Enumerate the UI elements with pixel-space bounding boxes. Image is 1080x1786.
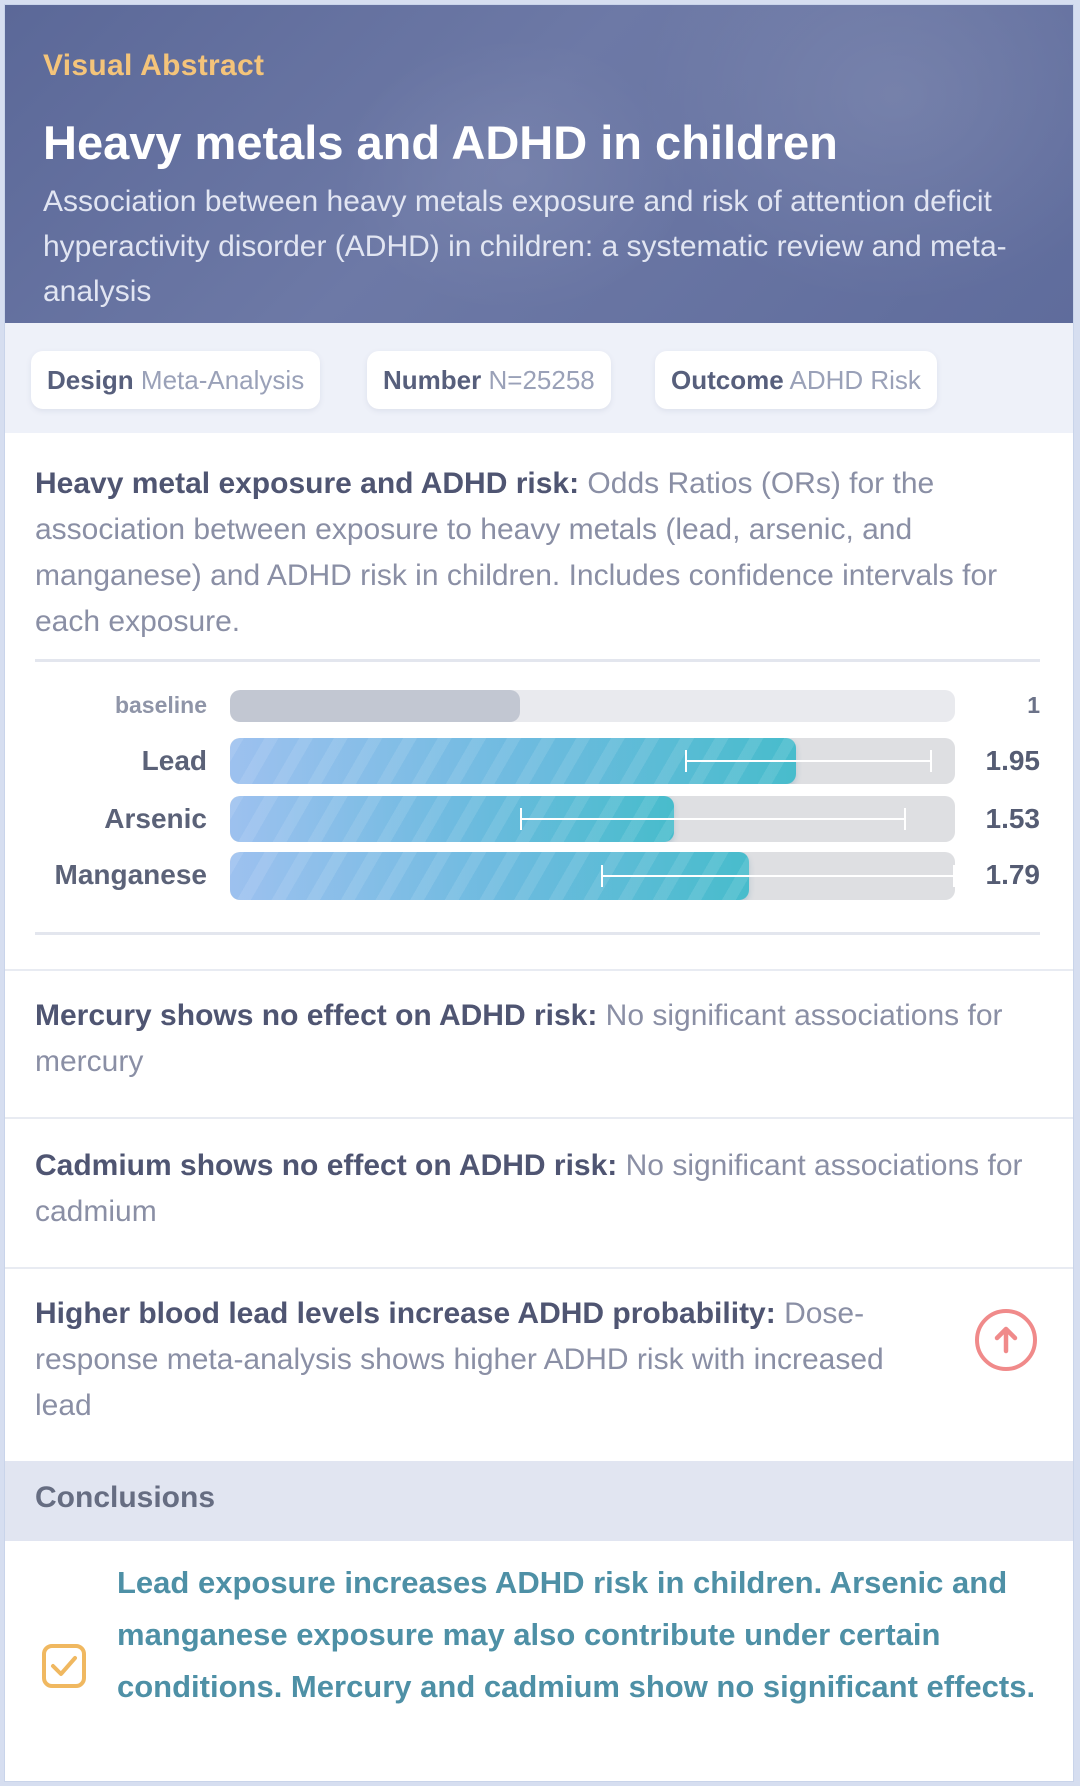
conclusions-body: Lead exposure increases ADHD risk in chi… (5, 1541, 1073, 1781)
finding-text: Mercury shows no effect on ADHD risk: No… (35, 993, 1035, 1085)
finding-body: Odds Ratios (ORs) for the association be… (35, 467, 998, 638)
conclusions-text: Lead exposure increases ADHD risk in chi… (117, 1565, 1036, 1704)
header: Visual Abstract Heavy metals and ADHD in… (5, 5, 1073, 323)
page-subtitle: Association between heavy metals exposur… (43, 185, 1007, 308)
finding-body: No significant associations for mercury (35, 999, 1003, 1078)
chart-row-baseline: baseline 1 (35, 688, 1040, 722)
kicker: Visual Abstract (43, 49, 265, 82)
chips-bar: Design Meta-Analysis Number N=25258 Outc… (5, 323, 1073, 433)
chart-row-lead: Lead 1.95 (35, 738, 1040, 784)
finding-mercury: Mercury shows no effect on ADHD risk: No… (5, 971, 1073, 1119)
visual-abstract-card: Visual Abstract Heavy metals and ADHD in… (4, 4, 1074, 1782)
ci-whisker (601, 852, 955, 900)
chip-value: N=25258 (488, 365, 595, 395)
bar-track (230, 852, 955, 900)
finding-text: Higher blood lead levels increase ADHD p… (35, 1291, 935, 1429)
checkbox-icon (41, 1643, 87, 1689)
arrow-up-circle-icon (975, 1309, 1037, 1371)
finding-heading: Cadmium shows no effect on ADHD risk: (35, 1149, 618, 1182)
tick-label: Lead (141, 745, 207, 776)
data-label: 1.95 (985, 745, 1041, 776)
chart-row-arsenic: Arsenic 1.53 (35, 796, 1040, 842)
tick-label: Arsenic (104, 803, 207, 834)
tick-label: baseline (114, 692, 207, 718)
chip-value: ADHD Risk (789, 365, 921, 395)
finding-blood-lead: Higher blood lead levels increase ADHD p… (5, 1269, 1073, 1461)
finding-heavy-metals: Heavy metal exposure and ADHD risk: Odds… (5, 433, 1073, 971)
ci-whisker (520, 796, 906, 842)
finding-text: Cadmium shows no effect on ADHD risk: No… (35, 1143, 1035, 1235)
chip-value: Meta-Analysis (140, 365, 305, 395)
finding-heading: Higher blood lead levels increase ADHD p… (35, 1297, 776, 1330)
chip-design: Design Meta-Analysis (31, 351, 321, 409)
tick-label: Manganese (54, 859, 208, 890)
bar-track (230, 738, 955, 784)
data-label: 1.53 (985, 803, 1041, 834)
chip-key: Outcome (671, 365, 784, 395)
chip-number: Number N=25258 (367, 351, 611, 409)
bar-track (230, 690, 955, 722)
bar-baseline (230, 690, 520, 722)
conclusions-title: Conclusions (35, 1481, 216, 1514)
chip-key: Number (383, 365, 482, 395)
data-label: 1.79 (985, 859, 1041, 890)
finding-body: Dose-response meta-analysis shows higher… (35, 1297, 884, 1422)
ci-whisker (685, 738, 932, 784)
conclusions-header: Conclusions (5, 1461, 1073, 1541)
chip-outcome: Outcome ADHD Risk (655, 351, 937, 409)
odds-ratio-chart: baseline 1 Lead 1.95 Arsenic (35, 659, 1040, 935)
chip-key: Design (47, 365, 134, 395)
bar-track (230, 796, 955, 842)
finding-cadmium: Cadmium shows no effect on ADHD risk: No… (5, 1119, 1073, 1269)
finding-heading: Mercury shows no effect on ADHD risk: (35, 999, 598, 1032)
chart-row-manganese: Manganese 1.79 (35, 852, 1040, 900)
finding-heading: Heavy metal exposure and ADHD risk: (35, 467, 580, 500)
page-title: Heavy metals and ADHD in children (43, 116, 838, 169)
finding-text: Heavy metal exposure and ADHD risk: Odds… (35, 461, 1035, 645)
finding-body: No significant associations for cadmium (35, 1149, 1023, 1228)
data-label: 1 (1027, 692, 1040, 718)
